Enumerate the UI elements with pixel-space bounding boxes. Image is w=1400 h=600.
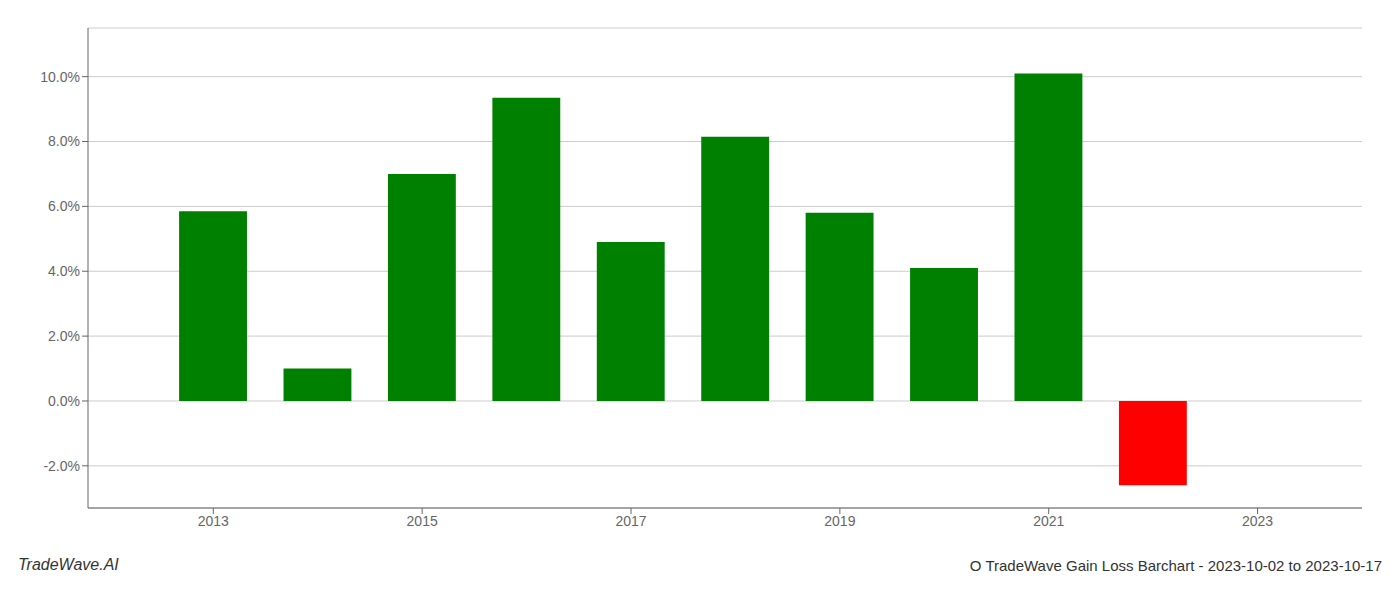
html-text:TradeWave.AI: TradeWave.AI <box>18 556 119 573</box>
svg-text:2013: 2013 <box>198 513 229 529</box>
svg-text:4.0%: 4.0% <box>48 263 80 279</box>
svg-text:-2.0%: -2.0% <box>43 458 80 474</box>
svg-text:8.0%: 8.0% <box>48 133 80 149</box>
svg-text:2015: 2015 <box>407 513 438 529</box>
svg-text:2019: 2019 <box>824 513 855 529</box>
svg-text:10.0%: 10.0% <box>40 69 80 85</box>
svg-text:2.0%: 2.0% <box>48 328 80 344</box>
svg-text:2023: 2023 <box>1242 513 1273 529</box>
svg-text:2021: 2021 <box>1033 513 1064 529</box>
svg-text:2017: 2017 <box>615 513 646 529</box>
html-text:O TradeWave Gain Loss Barchart: O TradeWave Gain Loss Barchart - 2023-10… <box>969 557 1382 574</box>
svg-text:0.0%: 0.0% <box>48 393 80 409</box>
svg-text:6.0%: 6.0% <box>48 198 80 214</box>
